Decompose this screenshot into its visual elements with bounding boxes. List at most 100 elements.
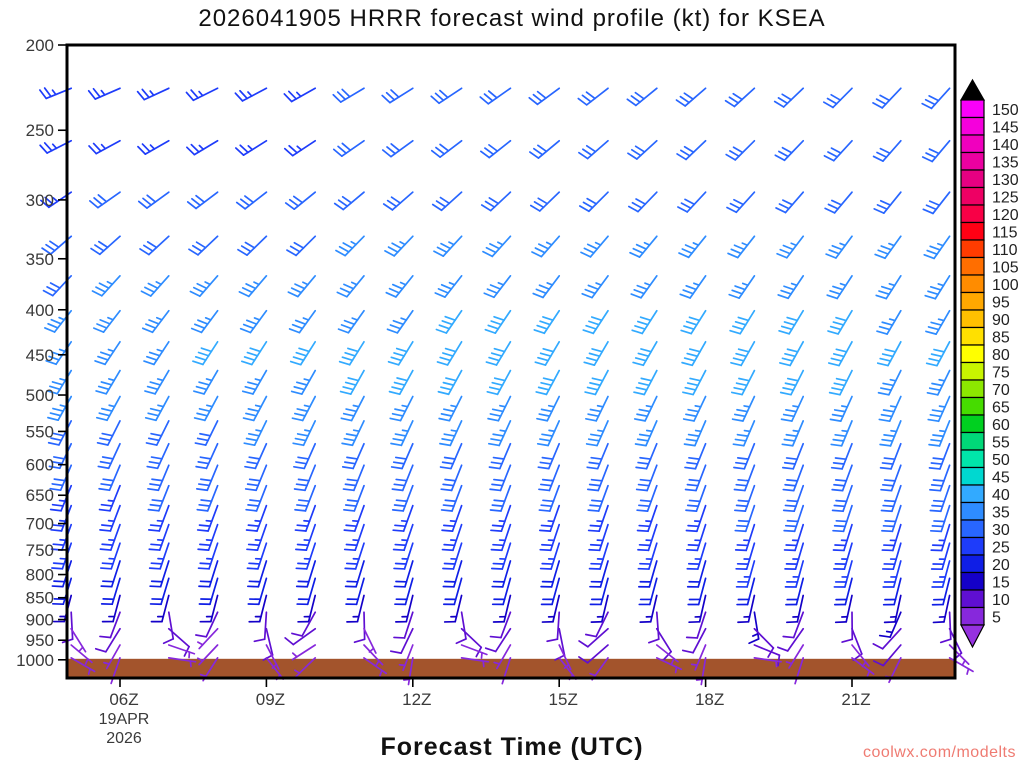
wind-barb-feather [827,362,840,367]
wind-barb-feather [737,316,750,322]
wind-barb-staff [109,484,121,512]
wind-barb-feather [394,524,407,528]
wind-barb-half-feather [189,660,192,668]
wind-barb-feather [929,286,942,291]
wind-barb-feather [391,509,405,512]
wind-barb [748,611,760,645]
wind-barb-feather [147,508,160,512]
wind-barb-half-feather [885,630,894,634]
wind-barb-feather [382,203,394,211]
wind-barb-half-feather [205,378,213,382]
wind-barb-staff [241,87,268,102]
wind-barb [341,442,365,470]
wind-barb-feather [394,433,407,437]
wind-barb [91,274,121,297]
wind-barb [439,442,463,470]
wind-barb-feather [880,509,893,513]
wind-barb-staff [690,309,707,335]
wind-barb [284,627,317,646]
wind-barb-feather [736,457,750,460]
wind-barb-feather [439,356,452,362]
wind-barb [343,523,365,552]
colorbar-over-arrow [959,78,986,101]
wind-barb-feather [332,93,342,103]
wind-barb-half-feather [888,242,895,247]
wind-barb-feather [629,251,641,258]
wind-barb [295,523,317,551]
wind-barb-half-feather [643,241,651,246]
wind-barb-feather [827,151,839,158]
wind-barb [195,611,219,638]
wind-barb [875,274,902,300]
wind-barb-feather [782,509,796,513]
wind-barb-staff [694,420,707,447]
wind-barb-staff [545,369,561,396]
wind-barb [726,191,756,214]
wind-barb-feather [877,249,889,255]
wind-barb-feather [581,292,593,299]
wind-barb-half-feather [254,519,262,523]
wind-barb [283,87,317,103]
wind-barb [781,442,805,470]
wind-barb [385,274,414,298]
wind-barb-half-feather [78,646,84,653]
wind-barb-feather [730,391,743,396]
wind-barb-feather [732,146,744,154]
wind-barb-feather [487,90,498,99]
wind-barb-staff [595,611,609,638]
wind-barb [830,442,853,470]
wind-barb-feather [778,329,791,335]
wind-barb-feather [191,244,203,253]
wind-barb-feather [872,643,884,650]
wind-barb-half-feather [937,283,945,287]
wind-barb-feather [245,412,258,417]
wind-barb-feather [833,409,846,413]
wind-barb-staff [936,369,951,396]
wind-barb [730,369,756,396]
wind-barb-feather [539,548,552,552]
wind-barb [538,464,561,492]
wind-barb [489,464,512,492]
wind-barb [929,484,951,513]
wind-barb-half-feather [839,282,847,287]
wind-barb-feather [291,417,304,422]
wind-barb-staff [291,139,317,157]
wind-barb [288,309,317,334]
wind-barb-staff [546,395,561,422]
wind-barb [578,139,609,160]
wind-barb-feather [781,357,794,362]
wind-barb-feather [192,360,204,366]
wind-barb [247,577,268,606]
wind-barb-feather [143,360,155,366]
wind-barb-feather [834,479,848,482]
colorbar-label: 80 [992,347,1010,364]
wind-barb [196,464,219,492]
wind-barb [827,309,853,335]
wind-barb-feather [146,241,158,249]
wind-barb-staff [95,139,121,155]
wind-barb-feather [45,359,57,366]
wind-barb-feather [437,390,450,396]
wind-barb [833,542,853,570]
watermark-link[interactable]: coolwx.com/modelts [862,744,1016,761]
wind-barb [585,420,609,447]
wind-barb [734,504,756,533]
wind-barb [484,309,512,334]
wind-barb [484,627,512,653]
wind-barb-half-feather [888,282,896,287]
wind-barb-feather [94,647,107,653]
wind-barb-staff [886,309,902,335]
wind-barb-half-feather [350,240,357,246]
wind-barb [486,369,512,396]
wind-barb-half-feather [694,429,702,433]
wind-barb [290,369,317,395]
wind-barb [341,420,365,447]
wind-barb-half-feather [751,632,759,637]
wind-barb-feather [735,352,748,358]
wind-barb-staff [192,87,219,102]
wind-barb-feather [683,145,695,154]
x-axis-date-label: 19APR [99,711,150,728]
wind-barb-half-feather [58,348,66,353]
wind-barb-staff [253,420,268,447]
colorbar-cell [960,414,985,434]
